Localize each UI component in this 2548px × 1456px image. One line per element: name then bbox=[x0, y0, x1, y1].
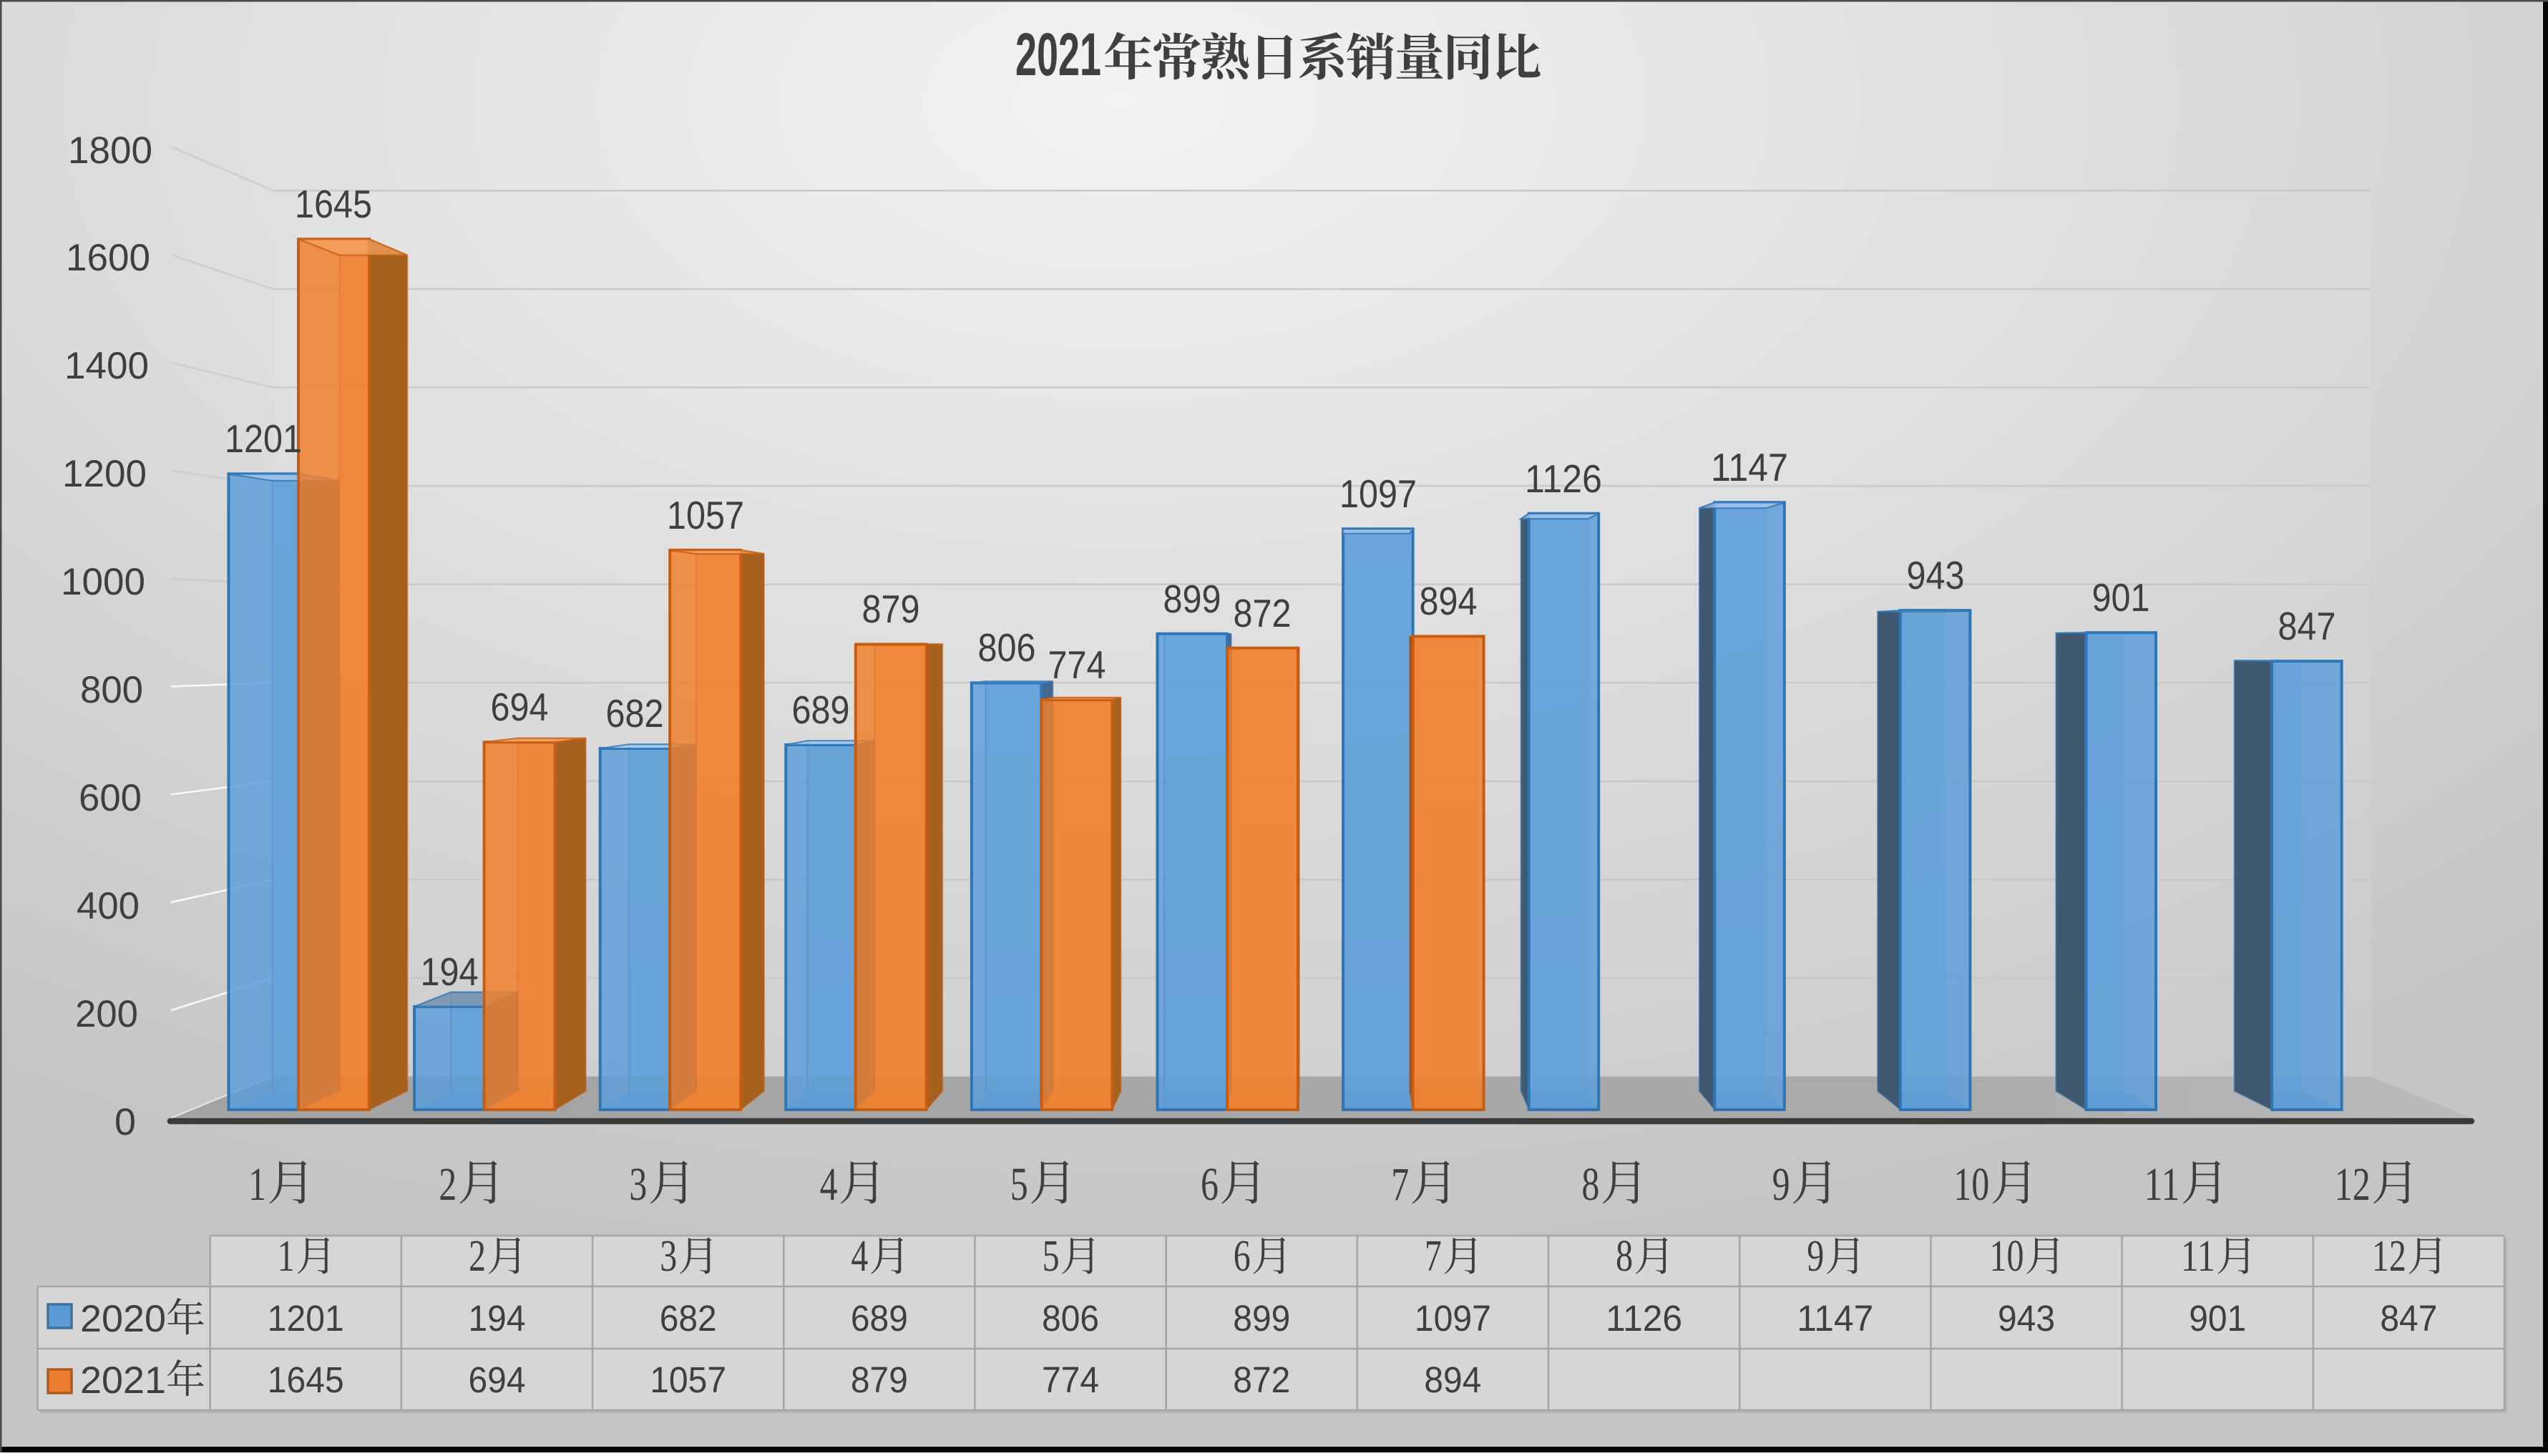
svg-text:9: 9 bbox=[1772, 1158, 1790, 1211]
svg-text:879: 879 bbox=[851, 1359, 908, 1400]
svg-text:1097: 1097 bbox=[1415, 1298, 1491, 1339]
svg-text:11: 11 bbox=[2181, 1232, 2215, 1281]
svg-text:894: 894 bbox=[1424, 1359, 1481, 1400]
svg-text:879: 879 bbox=[862, 587, 920, 631]
svg-text:689: 689 bbox=[792, 688, 850, 732]
svg-text:2: 2 bbox=[469, 1232, 486, 1281]
svg-text:7: 7 bbox=[1391, 1158, 1409, 1211]
svg-text:1000: 1000 bbox=[61, 561, 145, 603]
svg-text:1600: 1600 bbox=[66, 237, 150, 279]
svg-text:2021: 2021 bbox=[80, 1359, 166, 1402]
svg-text:1: 1 bbox=[278, 1232, 295, 1281]
svg-text:1201: 1201 bbox=[268, 1298, 344, 1339]
svg-text:7: 7 bbox=[1425, 1232, 1442, 1281]
svg-text:1400: 1400 bbox=[64, 345, 149, 387]
svg-text:689: 689 bbox=[851, 1298, 908, 1339]
svg-text:872: 872 bbox=[1233, 1359, 1290, 1400]
svg-text:1645: 1645 bbox=[268, 1359, 344, 1400]
svg-text:5: 5 bbox=[1043, 1232, 1060, 1281]
svg-text:901: 901 bbox=[2189, 1298, 2246, 1339]
svg-text:899: 899 bbox=[1163, 577, 1221, 621]
svg-text:194: 194 bbox=[421, 949, 479, 994]
svg-text:774: 774 bbox=[1048, 643, 1106, 687]
svg-text:8: 8 bbox=[1616, 1232, 1633, 1281]
svg-text:2020: 2020 bbox=[80, 1298, 166, 1340]
svg-text:3: 3 bbox=[660, 1232, 677, 1281]
svg-text:2: 2 bbox=[439, 1158, 457, 1211]
svg-text:1126: 1126 bbox=[1606, 1298, 1682, 1339]
svg-text:943: 943 bbox=[1998, 1298, 2055, 1339]
svg-text:774: 774 bbox=[1042, 1359, 1099, 1400]
svg-text:11: 11 bbox=[2144, 1158, 2180, 1211]
svg-text:6: 6 bbox=[1234, 1232, 1251, 1281]
svg-text:4: 4 bbox=[820, 1158, 838, 1211]
svg-text:1126: 1126 bbox=[1525, 456, 1602, 501]
svg-text:2021: 2021 bbox=[1015, 21, 1101, 88]
svg-text:1057: 1057 bbox=[667, 493, 744, 537]
svg-text:1057: 1057 bbox=[650, 1359, 726, 1400]
svg-text:194: 194 bbox=[469, 1298, 526, 1339]
svg-text:1147: 1147 bbox=[1711, 445, 1788, 489]
svg-text:847: 847 bbox=[2380, 1298, 2437, 1339]
svg-text:4: 4 bbox=[851, 1232, 868, 1281]
svg-text:600: 600 bbox=[79, 777, 142, 819]
svg-text:12: 12 bbox=[2372, 1232, 2406, 1281]
svg-text:10: 10 bbox=[1953, 1158, 1989, 1211]
svg-text:694: 694 bbox=[469, 1359, 526, 1400]
svg-text:0: 0 bbox=[114, 1101, 136, 1143]
svg-text:872: 872 bbox=[1234, 591, 1292, 635]
svg-text:9: 9 bbox=[1807, 1232, 1824, 1281]
svg-text:1800: 1800 bbox=[68, 130, 152, 172]
svg-text:200: 200 bbox=[75, 993, 138, 1035]
svg-text:806: 806 bbox=[1042, 1298, 1099, 1339]
svg-text:1147: 1147 bbox=[1797, 1298, 1873, 1339]
svg-text:1201: 1201 bbox=[225, 416, 302, 461]
svg-text:12: 12 bbox=[2335, 1158, 2371, 1211]
svg-text:682: 682 bbox=[606, 691, 664, 736]
svg-text:943: 943 bbox=[1907, 553, 1965, 597]
svg-text:5: 5 bbox=[1010, 1158, 1028, 1211]
svg-text:1: 1 bbox=[248, 1158, 266, 1211]
svg-text:682: 682 bbox=[660, 1298, 717, 1339]
svg-text:899: 899 bbox=[1233, 1298, 1290, 1339]
svg-text:1645: 1645 bbox=[295, 182, 372, 226]
svg-text:694: 694 bbox=[491, 685, 549, 729]
svg-text:10: 10 bbox=[1990, 1232, 2024, 1281]
svg-text:1097: 1097 bbox=[1339, 472, 1417, 516]
svg-text:847: 847 bbox=[2278, 604, 2336, 648]
svg-text:894: 894 bbox=[1420, 579, 1478, 623]
svg-text:800: 800 bbox=[80, 669, 143, 711]
svg-text:806: 806 bbox=[978, 625, 1036, 670]
svg-text:3: 3 bbox=[629, 1158, 647, 1211]
svg-text:901: 901 bbox=[2092, 575, 2150, 620]
svg-text:1200: 1200 bbox=[62, 453, 147, 495]
svg-text:6: 6 bbox=[1201, 1158, 1219, 1211]
svg-text:400: 400 bbox=[77, 885, 140, 927]
svg-text:8: 8 bbox=[1581, 1158, 1599, 1211]
